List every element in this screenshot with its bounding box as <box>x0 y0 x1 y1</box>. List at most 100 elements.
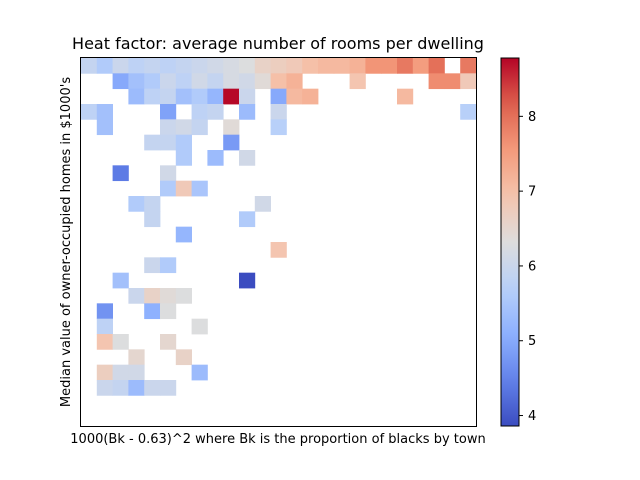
heatmap-cell <box>207 88 224 105</box>
heatmap-cell <box>460 73 477 90</box>
heatmap-cell <box>191 119 208 136</box>
heatmap-cell <box>239 272 256 289</box>
heatmap-cell <box>286 73 303 90</box>
heatmap-cell <box>239 58 256 74</box>
heatmap-cell <box>239 211 256 228</box>
heatmap-cell <box>160 303 177 320</box>
heatmap-cell <box>144 288 161 304</box>
heatmap-cell <box>160 119 177 136</box>
heatmap-cell <box>128 364 145 381</box>
colorbar-frame <box>500 57 520 427</box>
heatmap-cell <box>96 318 113 335</box>
colorbar-tick-label: 7 <box>528 185 536 200</box>
heatmap-cell <box>144 211 161 228</box>
heatmap-cell <box>128 73 145 90</box>
heatmap-cell <box>191 88 208 105</box>
heatmap-cell <box>365 58 382 74</box>
chart-title: Heat factor: average number of rooms per… <box>72 34 484 53</box>
colorbar <box>501 58 519 426</box>
heatmap-cell <box>239 73 256 90</box>
heatmap-cell <box>460 58 477 74</box>
heatmap-cell <box>270 73 287 90</box>
heatmap-cell <box>175 58 192 74</box>
heatmap-cell <box>270 119 287 136</box>
heatmap-cell <box>397 58 414 74</box>
heatmap-cell <box>175 226 192 243</box>
heatmap-cell <box>175 88 192 105</box>
heatmap-cell <box>460 104 477 120</box>
colorbar-ticks: 4 5 6 7 8 <box>519 110 536 424</box>
heatmap-cell <box>239 88 256 105</box>
heatmap-cell <box>112 272 129 289</box>
heatmap-cell <box>128 88 145 105</box>
heatmap-cell <box>381 58 398 74</box>
heatmap-cell <box>144 58 161 74</box>
heatmap-cell <box>270 88 287 105</box>
heatmap-cell <box>128 288 145 304</box>
heatmap-cell <box>223 134 240 151</box>
heatmap-cell <box>428 73 445 90</box>
heatmap-cell <box>223 58 240 74</box>
heatmap-cell <box>286 58 303 74</box>
heatmap-cell <box>207 73 224 90</box>
colorbar-tick-label: 8 <box>528 110 536 125</box>
heatmap-cell <box>286 88 303 105</box>
heatmap-cell <box>144 303 161 320</box>
heatmap-cell <box>160 104 177 120</box>
heatmap-cell <box>302 58 319 74</box>
heatmap-cell <box>191 104 208 120</box>
heatmap-cell <box>175 150 192 166</box>
heatmap-cell <box>175 288 192 304</box>
heatmap-cell <box>270 104 287 120</box>
heatmap-cell <box>96 334 113 350</box>
heatmap-cell <box>112 165 129 182</box>
heatmap-cell <box>144 134 161 151</box>
heatmap-cell <box>112 58 129 74</box>
heatmap-cell <box>96 380 113 396</box>
plot-frame <box>80 57 477 427</box>
heatmap-cells <box>81 58 477 396</box>
heatmap-cell <box>191 318 208 335</box>
heatmap-cell <box>144 88 161 105</box>
heatmap-cell <box>428 58 445 74</box>
heatmap-cell <box>191 73 208 90</box>
heatmap-cell <box>239 104 256 120</box>
heatmap-cell <box>191 180 208 197</box>
heatmap-cell <box>318 58 335 74</box>
heatmap-cell <box>128 380 145 396</box>
heatmap-cell <box>112 73 129 90</box>
y-axis-label: Median value of owner-occupied homes in … <box>59 77 74 407</box>
heatmap-cell <box>128 196 145 212</box>
x-axis-label: 1000(Bk - 0.63)^2 where Bk is the propor… <box>70 432 485 447</box>
heatmap-cell <box>144 73 161 90</box>
heatmap-cell <box>191 364 208 381</box>
heatmap-cell <box>144 196 161 212</box>
heatmap-cell <box>254 73 271 90</box>
heatmap-cell <box>207 150 224 166</box>
heatmap-cell <box>160 165 177 182</box>
heatmap-cell <box>302 88 319 105</box>
heatmap-cell <box>96 364 113 381</box>
colorbar-tick-label: 4 <box>528 409 536 424</box>
heatmap-cell <box>81 104 98 120</box>
heatmap-cell <box>112 380 129 396</box>
heatmap-cell <box>270 242 287 258</box>
heatmap-cell <box>160 257 177 274</box>
heatmap-cell <box>207 104 224 120</box>
heatmap-cell <box>81 58 98 74</box>
heatmap-cell <box>412 58 429 74</box>
heatmap-cell <box>349 73 366 90</box>
heatmap-cell <box>160 88 177 105</box>
heatmap-cell <box>160 134 177 151</box>
heatmap-cell <box>160 73 177 90</box>
heatmap-cell <box>96 104 113 120</box>
heatmap-cell <box>349 58 366 74</box>
heatmap-cell <box>112 364 129 381</box>
heatmap-cell <box>175 180 192 197</box>
heatmap-cell <box>207 58 224 74</box>
heatmap-cell <box>270 58 287 74</box>
heatmap-cell <box>223 88 240 105</box>
heatmap-cell <box>333 58 350 74</box>
colorbar-tick-label: 6 <box>528 259 536 274</box>
